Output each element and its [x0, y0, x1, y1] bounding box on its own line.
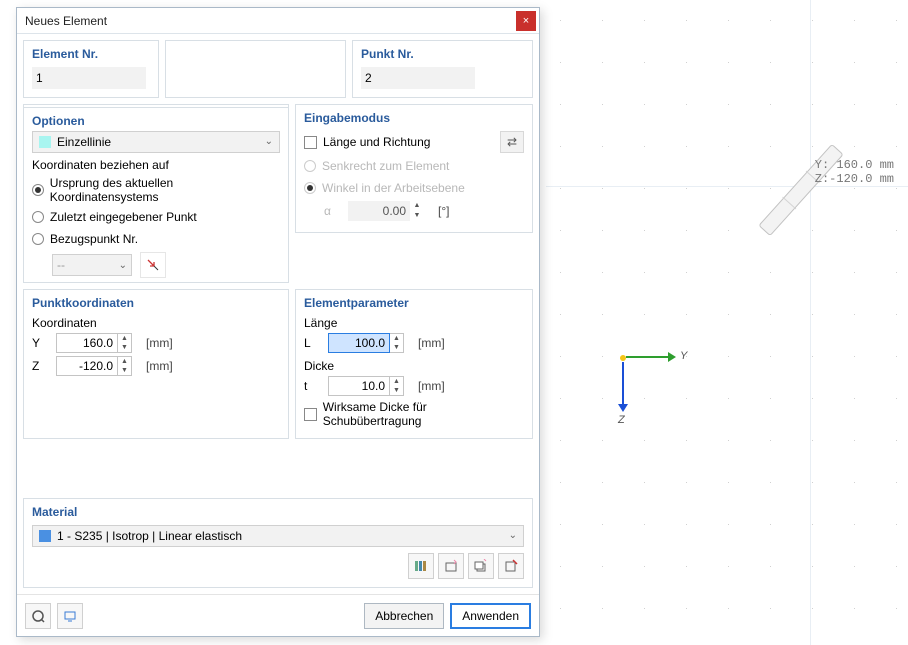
z-spinner[interactable]: ▲▼ — [118, 356, 132, 376]
y-input[interactable]: ▲▼ — [56, 333, 132, 353]
dialog-title: Neues Element — [25, 14, 516, 28]
chevron-down-icon: ⌄ — [509, 530, 517, 541]
z-key: Z — [32, 359, 48, 373]
laenge-richtung-label: Länge und Richtung — [323, 135, 430, 149]
z-input[interactable]: ▲▼ — [56, 356, 132, 376]
l-spinner[interactable]: ▲▼ — [390, 333, 404, 353]
koordinaten-sub: Koordinaten — [32, 316, 280, 330]
help-button[interactable] — [25, 603, 51, 629]
axis-z-arrow — [622, 362, 624, 406]
blank-panel — [165, 40, 346, 98]
y-unit: [mm] — [146, 336, 173, 350]
crosshair-horizontal — [546, 186, 908, 187]
l-key: L — [304, 336, 320, 350]
titlebar[interactable]: Neues Element × — [17, 8, 539, 34]
swap-direction-button[interactable]: ⇄ — [500, 131, 524, 153]
z-unit: [mm] — [146, 359, 173, 373]
punktkoordinaten-panel: Punktkoordinaten Koordinaten Y ▲▼ [mm] Z… — [23, 289, 289, 439]
material-select[interactable]: 1 - S235 | Isotrop | Linear elastisch ⌄ — [32, 525, 524, 547]
axis-z-label: Z — [618, 414, 625, 426]
element-nr-label: Element Nr. — [32, 47, 150, 61]
winkel-label: Winkel in der Arbeitsebene — [322, 181, 465, 195]
chevron-down-icon: ⌄ — [265, 136, 273, 147]
material-swatch — [39, 530, 51, 542]
laenge-richtung-checkbox[interactable] — [304, 136, 317, 149]
punkt-nr-label: Punkt Nr. — [361, 47, 524, 61]
apply-button[interactable]: Anwenden — [450, 603, 531, 629]
display-settings-button[interactable] — [57, 603, 83, 629]
eingabemodus-label: Eingabemodus — [304, 111, 524, 125]
pick-point-button[interactable] — [140, 252, 166, 278]
close-button[interactable]: × — [516, 11, 536, 31]
alpha-unit: [°] — [438, 204, 449, 218]
bezugspunkt-radio[interactable] — [32, 233, 44, 245]
material-panel: Material 1 - S235 | Isotrop | Linear ela… — [23, 498, 533, 588]
t-input[interactable]: ▲▼ — [328, 376, 404, 396]
y-spinner[interactable]: ▲▼ — [118, 333, 132, 353]
duplicate-material-button[interactable] — [468, 553, 494, 579]
element-nr-input[interactable] — [32, 67, 146, 89]
coord-display: Y: 160.0 mm Z:-120.0 mm — [815, 158, 894, 186]
coord-z: Z:-120.0 mm — [815, 172, 894, 186]
laenge-label: Länge — [304, 316, 524, 330]
chevron-down-icon: ⌄ — [119, 260, 127, 271]
t-key: t — [304, 379, 320, 393]
koord-beziehen-label: Koordinaten beziehen auf — [32, 158, 280, 172]
crosshair-vertical — [810, 0, 811, 645]
axis-origin — [620, 355, 626, 361]
elementtyp-select[interactable]: Einzellinie ⌄ — [32, 131, 280, 153]
punkt-nr-input[interactable] — [361, 67, 475, 89]
t-spinner[interactable]: ▲▼ — [390, 376, 404, 396]
zuletzt-radio[interactable] — [32, 211, 44, 223]
material-value: 1 - S235 | Isotrop | Linear elastisch — [57, 529, 242, 543]
optionen-label: Optionen — [32, 114, 280, 128]
wirksame-label: Wirksame Dicke für Schubübertragung — [323, 400, 524, 428]
eingabemodus-panel: Eingabemodus Länge und Richtung ⇄ Senkre… — [295, 104, 533, 233]
axis-y-label: Y — [680, 350, 687, 362]
bezugspunkt-label: Bezugspunkt Nr. — [50, 232, 138, 246]
element-nr-panel: Element Nr. — [23, 40, 159, 98]
elementtyp-swatch — [39, 136, 51, 148]
elementparameter-panel: Elementparameter Länge L ▲▼ [mm] Dicke t… — [295, 289, 533, 439]
edit-material-button[interactable] — [498, 553, 524, 579]
senkrecht-label: Senkrecht zum Element — [322, 159, 449, 173]
senkrecht-radio — [304, 160, 316, 172]
winkel-radio — [304, 182, 316, 194]
wirksame-checkbox[interactable] — [304, 408, 317, 421]
punktkoord-label: Punktkoordinaten — [32, 296, 280, 310]
new-element-dialog: Neues Element × Element Nr. Punkt Nr. El… — [16, 7, 540, 637]
axis-y-arrow — [626, 356, 670, 358]
ursprung-label: Ursprung des aktuellen Koordinatensystem… — [50, 176, 280, 204]
library-button[interactable] — [408, 553, 434, 579]
bezugspunkt-select[interactable]: -- ⌄ — [52, 254, 132, 276]
new-material-button[interactable] — [438, 553, 464, 579]
material-label: Material — [32, 505, 524, 519]
dicke-label: Dicke — [304, 359, 524, 373]
t-unit: [mm] — [418, 379, 445, 393]
coord-y: Y: 160.0 mm — [815, 158, 894, 172]
alpha-key: α — [324, 204, 340, 218]
elemparam-label: Elementparameter — [304, 296, 524, 310]
close-icon: × — [523, 15, 529, 27]
alpha-input: ▲▼ — [348, 201, 424, 221]
dialog-footer: Abbrechen Anwenden — [17, 594, 539, 636]
l-unit: [mm] — [418, 336, 445, 350]
y-key: Y — [32, 336, 48, 350]
punkt-nr-panel: Punkt Nr. — [352, 40, 533, 98]
zuletzt-label: Zuletzt eingegebener Punkt — [50, 210, 197, 224]
cancel-button[interactable]: Abbrechen — [364, 603, 444, 629]
elementtyp-value: Einzellinie — [57, 135, 111, 149]
l-input[interactable]: ▲▼ — [328, 333, 404, 353]
ursprung-radio[interactable] — [32, 184, 44, 196]
